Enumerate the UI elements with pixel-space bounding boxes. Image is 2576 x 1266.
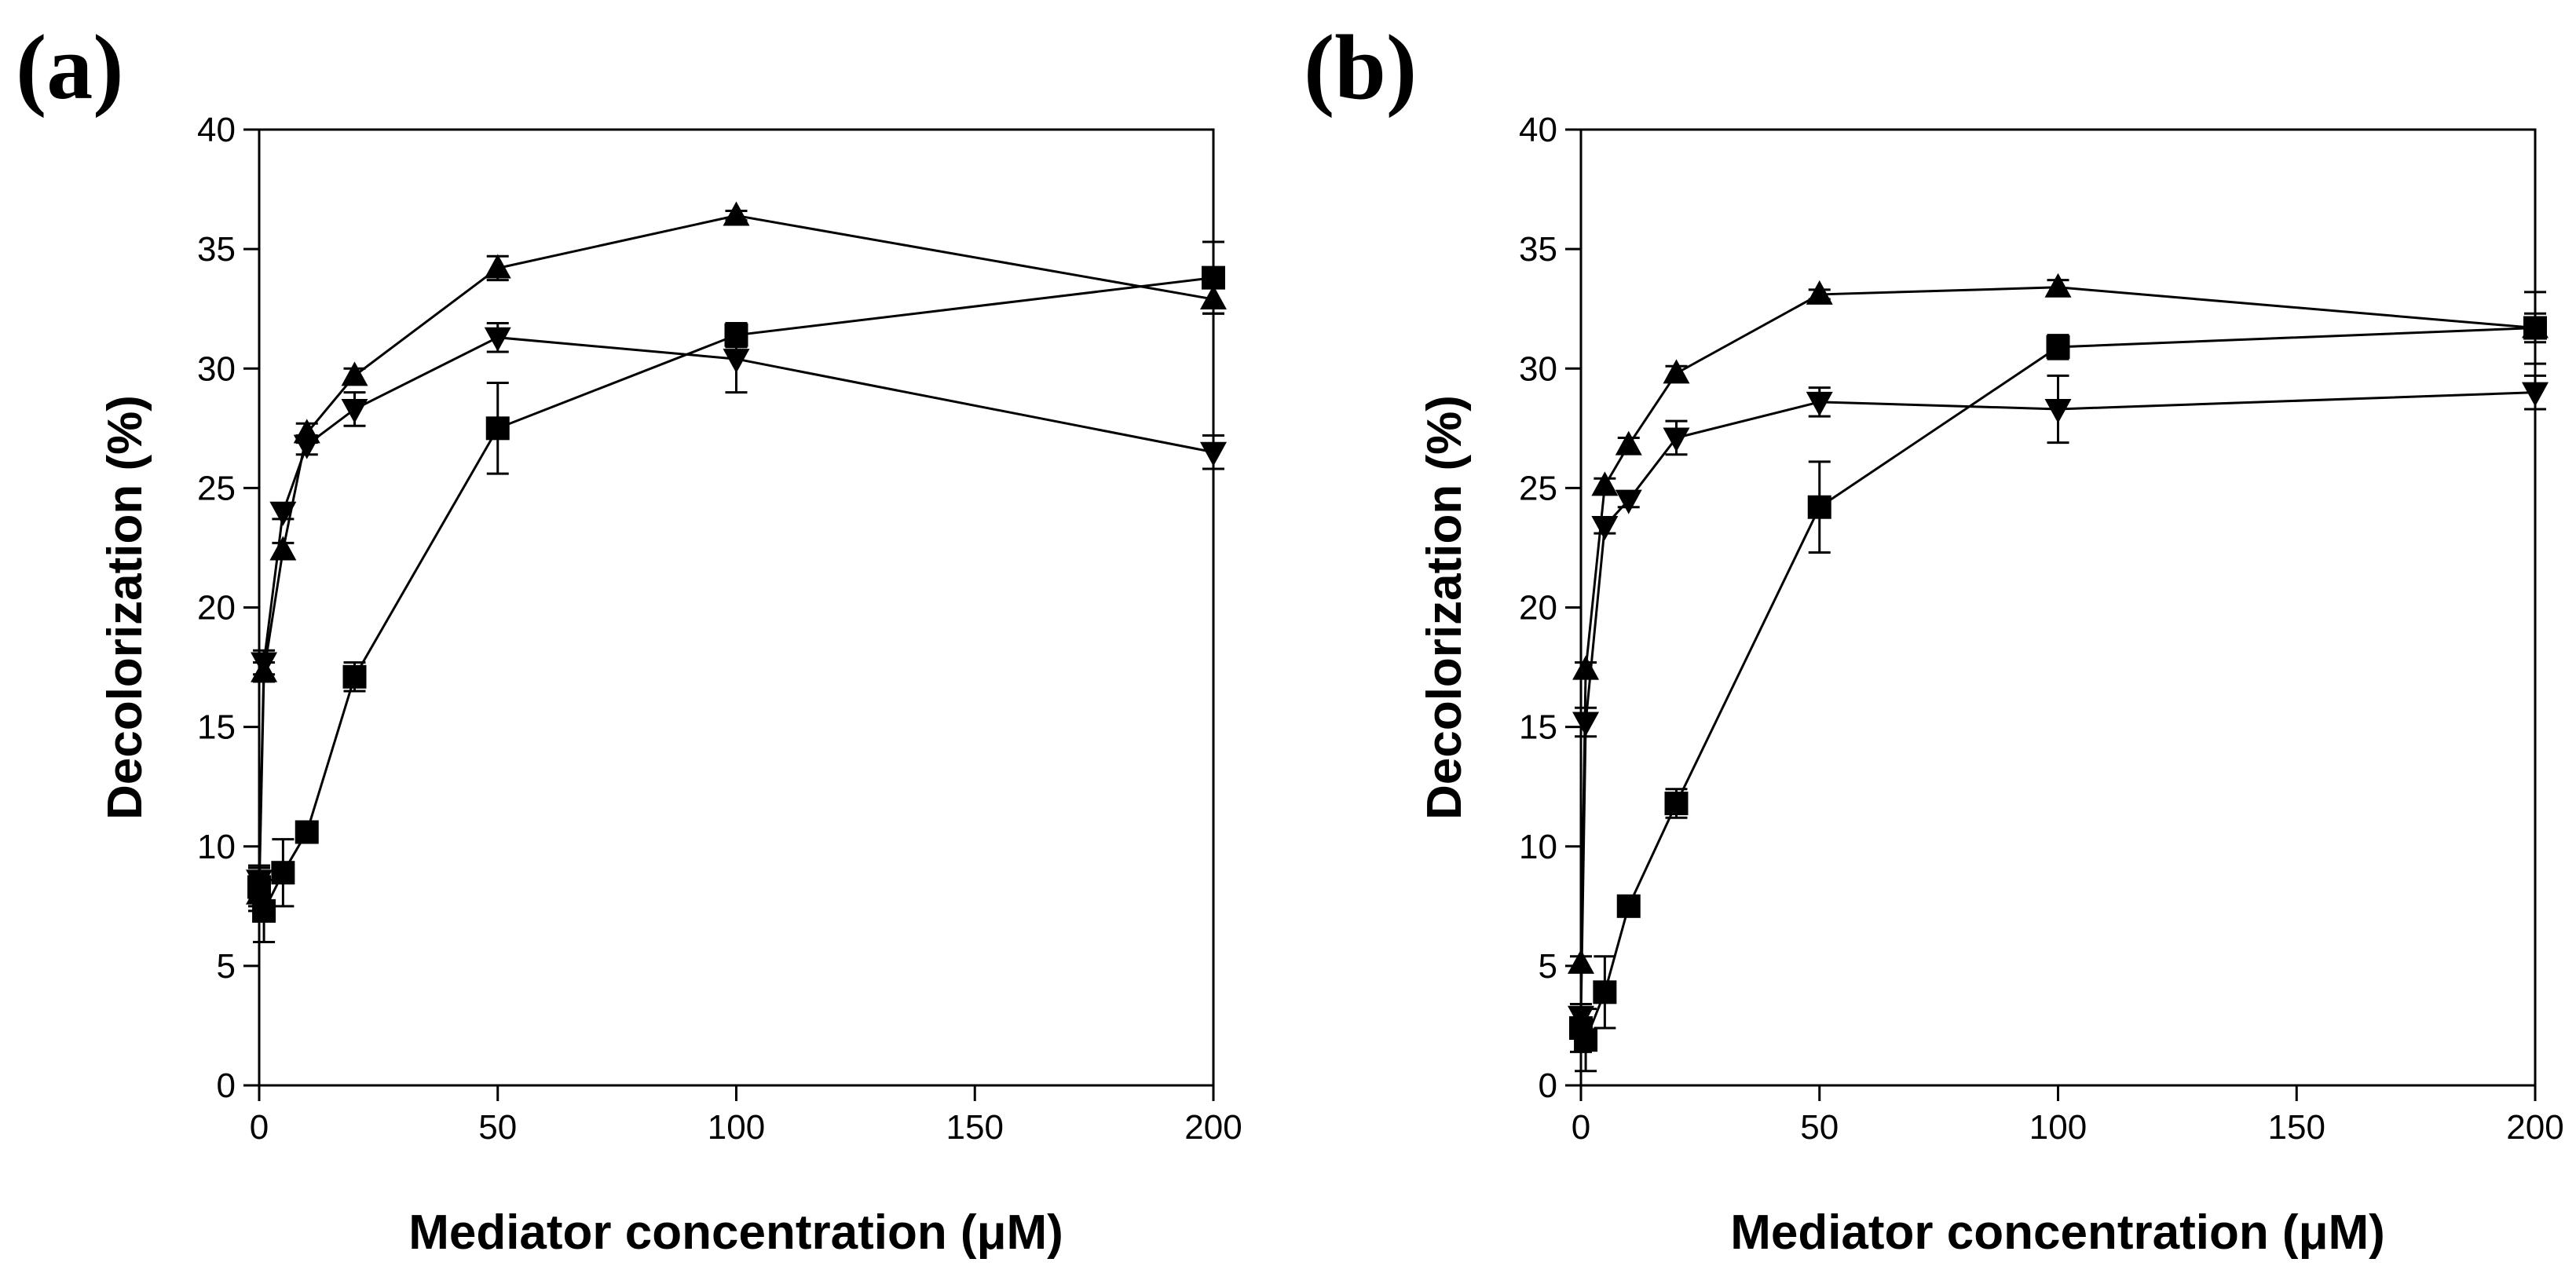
data-point-triangle-up xyxy=(1615,430,1642,456)
y-tick-label: 15 xyxy=(197,708,236,747)
y-tick-label: 40 xyxy=(1519,111,1557,149)
x-tick-label: 50 xyxy=(1800,1108,1839,1147)
data-point-triangle-down xyxy=(293,434,320,459)
data-point-triangle-down xyxy=(251,652,278,677)
plot-frame xyxy=(1579,128,2537,1087)
series-line-triangle-down xyxy=(258,336,1214,880)
data-point-triangle-down xyxy=(484,327,511,352)
data-point-triangle-down xyxy=(2044,398,2072,423)
data-point-triangle-up xyxy=(269,536,297,561)
data-point-square xyxy=(2046,335,2070,359)
x-tick-label: 50 xyxy=(478,1108,517,1147)
y-tick-label: 20 xyxy=(197,589,236,628)
x-axis-title: Mediator concentration (μM) xyxy=(408,1206,1063,1260)
series-triangle-down xyxy=(246,321,1227,896)
x-tick-label: 0 xyxy=(250,1108,269,1147)
data-point-triangle-up xyxy=(1591,471,1619,496)
panel-label: (b) xyxy=(1304,16,1417,119)
y-tick-label: 5 xyxy=(217,947,236,986)
x-tick-label: 200 xyxy=(2506,1108,2563,1147)
data-point-square xyxy=(1616,894,1641,918)
y-tick-label: 25 xyxy=(197,469,236,507)
y-tick-label: 0 xyxy=(1539,1067,1557,1105)
data-point-triangle-up xyxy=(2044,273,2072,298)
x-tick-label: 0 xyxy=(1572,1108,1590,1147)
data-point-triangle-down xyxy=(1663,427,1690,452)
data-point-triangle-down xyxy=(1615,489,1642,514)
series-line-triangle-up xyxy=(258,214,1214,895)
data-point-square xyxy=(1664,791,1689,815)
data-point-triangle-down xyxy=(723,349,750,374)
x-tick-label: 150 xyxy=(2268,1108,2325,1147)
series-line-triangle-down xyxy=(1579,391,2536,1016)
data-point-square xyxy=(1593,980,1617,1004)
data-point-triangle-up xyxy=(341,361,368,386)
data-point-triangle-up xyxy=(2522,313,2549,338)
x-tick-label: 100 xyxy=(708,1108,765,1147)
series-triangle-up xyxy=(1568,273,2549,974)
data-point-triangle-up xyxy=(1572,655,1600,680)
data-point-triangle-up xyxy=(484,254,511,279)
panel-a: 0 5 10 15 20 25 30 35 40 0 50 100 150 200 Mediator con… xyxy=(16,16,1242,1260)
data-point-triangle-up xyxy=(723,201,750,226)
y-tick-label: 35 xyxy=(1519,230,1557,269)
y-tick-label: 40 xyxy=(197,111,236,149)
series-triangle-up xyxy=(246,201,1227,913)
data-point-square xyxy=(1807,495,1831,519)
y-tick-label: 10 xyxy=(197,828,236,866)
data-point-square xyxy=(1574,1028,1598,1052)
panel-label: (a) xyxy=(16,16,124,119)
y-axis-title: Decolorization (%) xyxy=(1418,395,1472,820)
data-point-triangle-up xyxy=(1663,359,1690,384)
data-point-square xyxy=(342,664,367,689)
data-point-triangle-down xyxy=(1591,516,1619,541)
data-point-triangle-down xyxy=(341,398,368,423)
y-tick-label: 20 xyxy=(1519,589,1557,628)
x-axis-title: Mediator concentration (μM) xyxy=(1730,1206,2385,1260)
data-point-square xyxy=(271,861,295,885)
panel-b: 0 5 10 15 20 25 30 35 40 0 50 100 150 200 Mediator con… xyxy=(1304,16,2564,1260)
data-point-triangle-down xyxy=(1568,1005,1594,1030)
data-point-triangle-down xyxy=(246,869,273,895)
data-point-square xyxy=(295,820,319,844)
y-tick-label: 35 xyxy=(197,230,236,269)
data-point-triangle-down xyxy=(269,501,297,526)
data-point-triangle-down xyxy=(1200,441,1227,467)
x-tick-label: 150 xyxy=(946,1108,1004,1147)
y-tick-label: 30 xyxy=(197,349,236,388)
x-tick-label: 200 xyxy=(1184,1108,1242,1147)
data-point-triangle-down xyxy=(1572,712,1600,737)
y-tick-label: 10 xyxy=(1519,828,1557,866)
y-tick-label: 0 xyxy=(217,1067,236,1105)
data-point-triangle-down xyxy=(2522,382,2549,407)
data-point-triangle-up xyxy=(1200,285,1227,310)
y-tick-label: 5 xyxy=(1539,947,1557,986)
data-point-square xyxy=(485,416,510,441)
x-tick-label: 100 xyxy=(2029,1108,2087,1147)
y-tick-label: 25 xyxy=(1519,469,1557,507)
series-triangle-down xyxy=(1568,374,2549,1030)
y-axis-title: Decolorization (%) xyxy=(98,395,152,820)
data-point-triangle-up xyxy=(1806,280,1833,305)
y-tick-label: 30 xyxy=(1519,349,1557,388)
data-point-triangle-down xyxy=(1806,391,1833,416)
y-tick-label: 15 xyxy=(1519,708,1557,747)
series-line-triangle-up xyxy=(1579,286,2536,964)
